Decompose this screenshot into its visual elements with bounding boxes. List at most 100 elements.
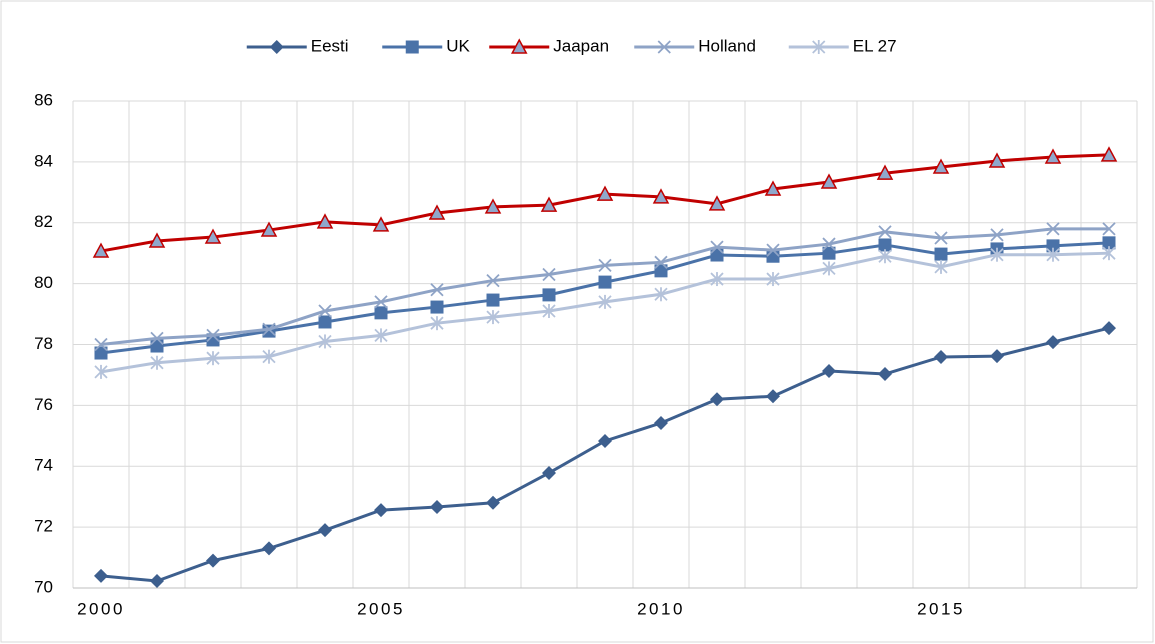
data-point — [1100, 146, 1118, 162]
data-point — [654, 416, 668, 431]
data-point — [486, 310, 500, 325]
data-point — [766, 272, 780, 287]
data-point — [150, 331, 164, 346]
data-point — [654, 264, 668, 278]
data-point — [316, 213, 334, 229]
marker-stroke — [1046, 222, 1060, 236]
data-point — [484, 198, 502, 214]
data-point — [934, 259, 948, 274]
data-point — [710, 272, 724, 287]
data-point — [318, 304, 332, 318]
data-point — [990, 247, 1004, 262]
data-point — [430, 316, 444, 331]
data-point — [206, 553, 220, 568]
marker-stroke — [1102, 222, 1116, 236]
marker-stroke — [822, 237, 836, 251]
data-point — [596, 185, 614, 201]
data-point — [708, 195, 726, 211]
data-point — [262, 541, 276, 556]
data-point — [1046, 335, 1060, 350]
legend-marker — [405, 40, 419, 54]
data-point — [1102, 236, 1116, 250]
data-point — [430, 283, 444, 297]
data-point — [822, 237, 836, 251]
data-point — [878, 238, 892, 252]
data-point — [428, 204, 446, 220]
data-point — [710, 392, 724, 407]
marker-stroke — [542, 267, 556, 282]
data-point — [374, 295, 388, 309]
data-point — [94, 337, 108, 352]
data-point — [988, 152, 1006, 168]
marker-stroke — [766, 243, 780, 257]
data-point — [318, 334, 332, 349]
legend-label: Jaapan — [553, 36, 609, 55]
data-point — [542, 465, 556, 480]
data-point — [822, 261, 836, 276]
data-point — [542, 288, 556, 302]
y-tick-label: 78 — [34, 334, 53, 353]
data-point — [654, 287, 668, 302]
data-point — [92, 242, 110, 258]
data-point — [94, 346, 108, 360]
data-point — [598, 258, 612, 272]
legend-marker — [812, 40, 826, 54]
data-point — [148, 232, 166, 248]
data-point — [374, 503, 388, 518]
legend-label: Eesti — [311, 36, 349, 55]
marker-stroke — [654, 255, 668, 269]
data-point — [318, 315, 332, 329]
data-point — [372, 216, 390, 232]
x-tick-label: 2015 — [917, 599, 965, 618]
data-point — [94, 364, 108, 379]
x-tick-label: 2000 — [77, 599, 125, 618]
marker-stroke — [150, 331, 164, 346]
marker-stroke — [990, 228, 1004, 242]
marker-stroke — [934, 231, 948, 245]
data-point — [150, 339, 164, 353]
data-point — [486, 495, 500, 510]
data-point — [1046, 222, 1060, 236]
data-point — [486, 293, 500, 307]
data-point — [206, 351, 220, 366]
data-point — [876, 164, 894, 180]
y-tick-label: 74 — [34, 456, 53, 475]
data-point — [374, 306, 388, 320]
data-point — [878, 249, 892, 264]
data-point — [990, 228, 1004, 242]
x-tick-label: 2005 — [357, 599, 405, 618]
marker-stroke — [206, 328, 220, 343]
data-point — [540, 196, 558, 212]
data-point — [820, 173, 838, 189]
legend-label: EL 27 — [853, 36, 897, 55]
marker-stroke — [430, 283, 444, 297]
data-point — [1102, 222, 1116, 236]
data-point — [94, 568, 108, 583]
y-tick-label: 84 — [34, 151, 53, 170]
data-point — [878, 225, 892, 239]
data-point — [262, 322, 276, 336]
y-tick-label: 72 — [34, 517, 53, 536]
y-tick-label: 76 — [34, 395, 53, 414]
data-point — [598, 294, 612, 309]
data-point — [764, 180, 782, 196]
data-point — [150, 573, 164, 588]
data-point — [710, 248, 724, 262]
y-tick-label: 80 — [34, 273, 53, 292]
data-point — [990, 349, 1004, 364]
marker-stroke — [318, 304, 332, 318]
data-point — [1044, 148, 1062, 164]
data-point — [766, 243, 780, 257]
data-point — [822, 363, 836, 378]
data-point — [710, 240, 724, 254]
data-point — [934, 247, 948, 261]
marker-stroke — [94, 337, 108, 352]
data-point — [766, 389, 780, 404]
legend-marker — [657, 40, 671, 54]
data-point — [430, 300, 444, 314]
data-point — [934, 349, 948, 364]
legend-marker — [269, 40, 284, 54]
data-point — [204, 228, 222, 244]
data-point — [430, 500, 444, 515]
y-tick-label: 70 — [34, 577, 53, 596]
